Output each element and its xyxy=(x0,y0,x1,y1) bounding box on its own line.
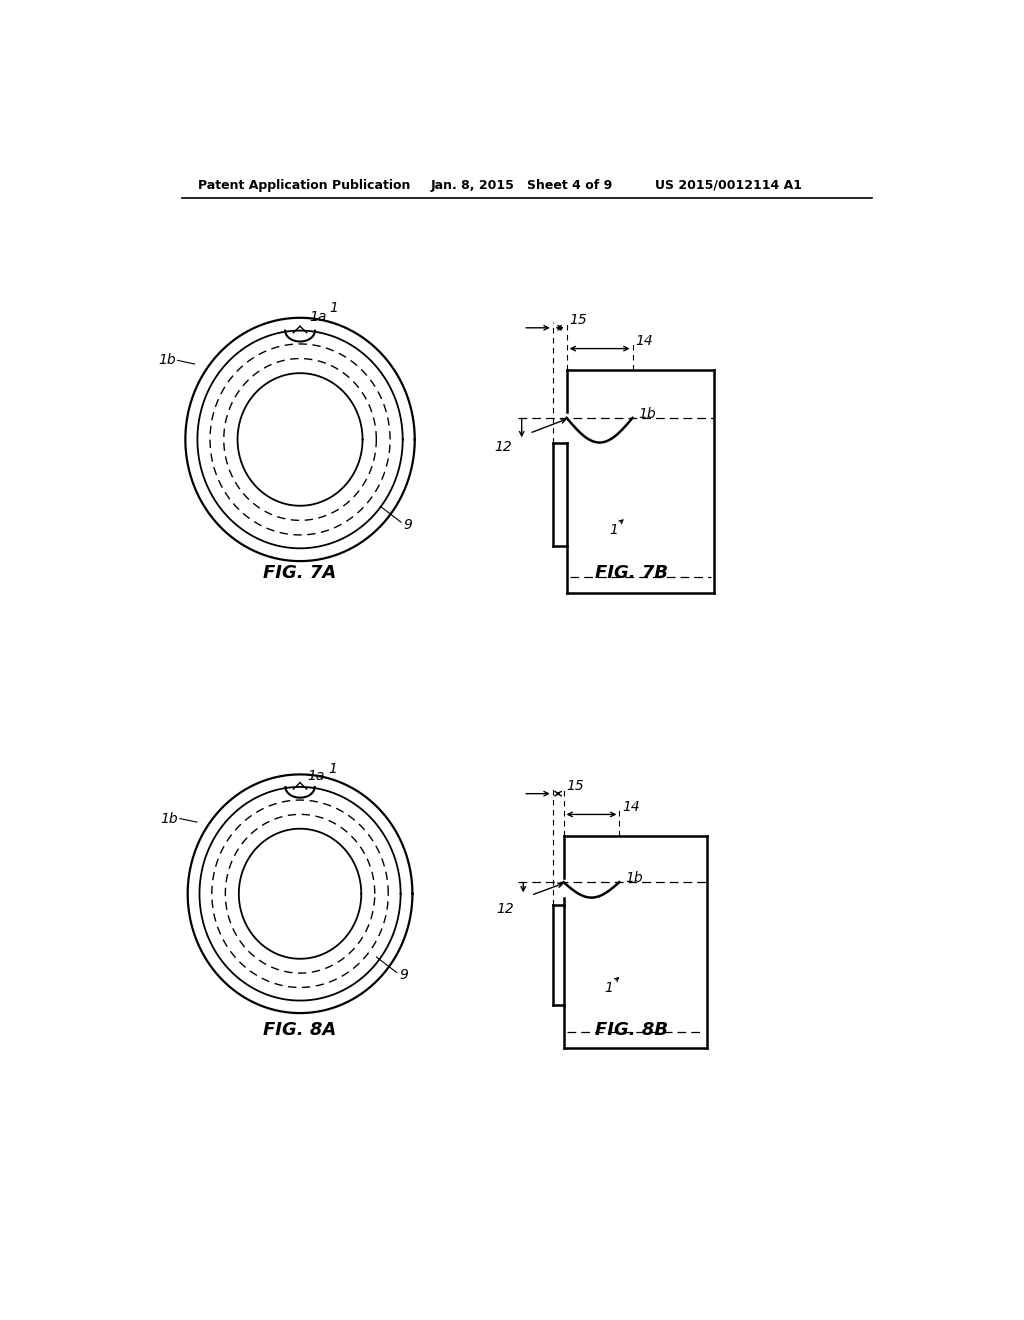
Text: 1: 1 xyxy=(604,981,613,995)
Text: 1b: 1b xyxy=(639,407,656,421)
Text: FIG. 7A: FIG. 7A xyxy=(263,564,337,582)
Text: 9: 9 xyxy=(399,968,408,982)
Text: 15: 15 xyxy=(569,313,588,327)
Text: 1: 1 xyxy=(609,523,617,537)
Text: FIG. 8B: FIG. 8B xyxy=(595,1020,669,1039)
Text: Jan. 8, 2015   Sheet 4 of 9: Jan. 8, 2015 Sheet 4 of 9 xyxy=(430,178,612,191)
Text: 14: 14 xyxy=(623,800,640,813)
Text: FIG. 7B: FIG. 7B xyxy=(595,564,669,582)
Text: 12: 12 xyxy=(495,440,512,454)
Text: 1a: 1a xyxy=(308,768,326,783)
Text: 1a: 1a xyxy=(309,310,327,323)
Text: 9: 9 xyxy=(403,517,412,532)
Text: 1b: 1b xyxy=(159,354,176,367)
Text: 15: 15 xyxy=(566,779,585,793)
Text: 1b: 1b xyxy=(626,871,643,886)
Text: 1: 1 xyxy=(328,762,337,776)
Text: 14: 14 xyxy=(636,334,653,348)
Text: 12: 12 xyxy=(497,902,514,916)
Text: FIG. 8A: FIG. 8A xyxy=(263,1020,337,1039)
Text: US 2015/0012114 A1: US 2015/0012114 A1 xyxy=(655,178,802,191)
Text: 1: 1 xyxy=(330,301,338,315)
Text: 1b: 1b xyxy=(161,812,178,825)
Text: Patent Application Publication: Patent Application Publication xyxy=(198,178,411,191)
